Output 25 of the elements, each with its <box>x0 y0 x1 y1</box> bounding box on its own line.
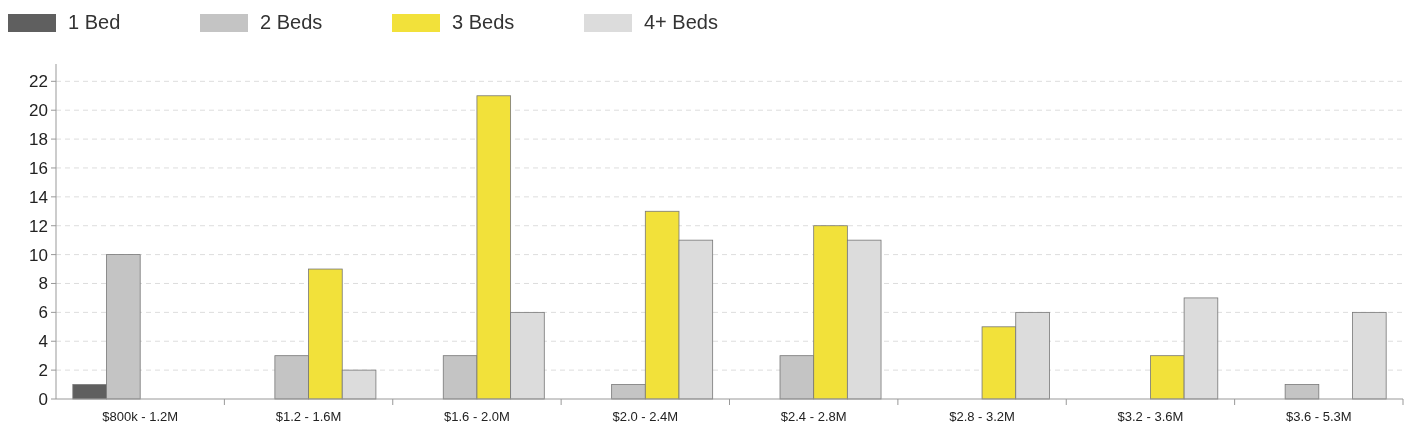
y-tick-label: 6 <box>38 303 48 323</box>
y-tick-label: 20 <box>29 101 48 121</box>
y-tick-label: 8 <box>38 274 48 294</box>
x-tick-label: $2.0 - 2.4M <box>612 409 679 424</box>
x-tick-label: $2.4 - 2.8M <box>780 409 847 424</box>
bar <box>1284 384 1320 400</box>
x-tick-label: $3.2 - 3.6M <box>1117 409 1184 424</box>
y-tick-label: 0 <box>38 389 48 409</box>
y-tick-label: 2 <box>38 361 48 381</box>
y-tick-label: 22 <box>29 72 48 92</box>
y-tick-label: 4 <box>38 332 48 352</box>
x-tick-label: $2.8 - 3.2M <box>949 409 1015 424</box>
x-tick-label: $1.6 - 2.0M <box>444 409 510 424</box>
legend-label: 4+ Beds <box>644 11 718 33</box>
y-tick-label: 10 <box>29 245 48 265</box>
y-tick-label: 16 <box>29 158 48 178</box>
x-tick-label: $3.6 - 5.3M <box>1285 409 1352 424</box>
y-tick-label: 14 <box>29 187 48 207</box>
y-tick-label: 18 <box>29 130 48 150</box>
y-tick-label: 12 <box>29 216 48 236</box>
x-tick-label: $800k - 1.2M <box>102 409 179 424</box>
x-tick-label: $1.2 - 1.6M <box>275 409 342 424</box>
legend-label: 3 Beds <box>452 11 515 33</box>
legend-label: 2 Beds <box>260 11 323 33</box>
legend-label: 1 Bed <box>68 11 121 33</box>
